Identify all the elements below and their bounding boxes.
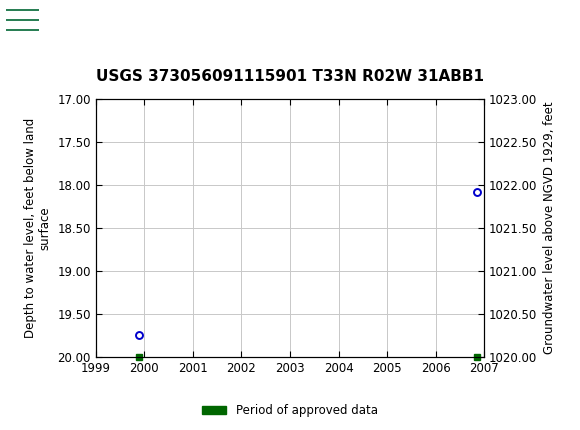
Y-axis label: Groundwater level above NGVD 1929, feet: Groundwater level above NGVD 1929, feet bbox=[543, 101, 556, 354]
Text: USGS 373056091115901 T33N R02W 31ABB1: USGS 373056091115901 T33N R02W 31ABB1 bbox=[96, 69, 484, 84]
Text: USGS: USGS bbox=[49, 10, 109, 30]
Y-axis label: Depth to water level, feet below land
surface: Depth to water level, feet below land su… bbox=[24, 118, 52, 338]
Legend: Period of approved data: Period of approved data bbox=[198, 399, 382, 422]
FancyBboxPatch shape bbox=[5, 3, 42, 37]
